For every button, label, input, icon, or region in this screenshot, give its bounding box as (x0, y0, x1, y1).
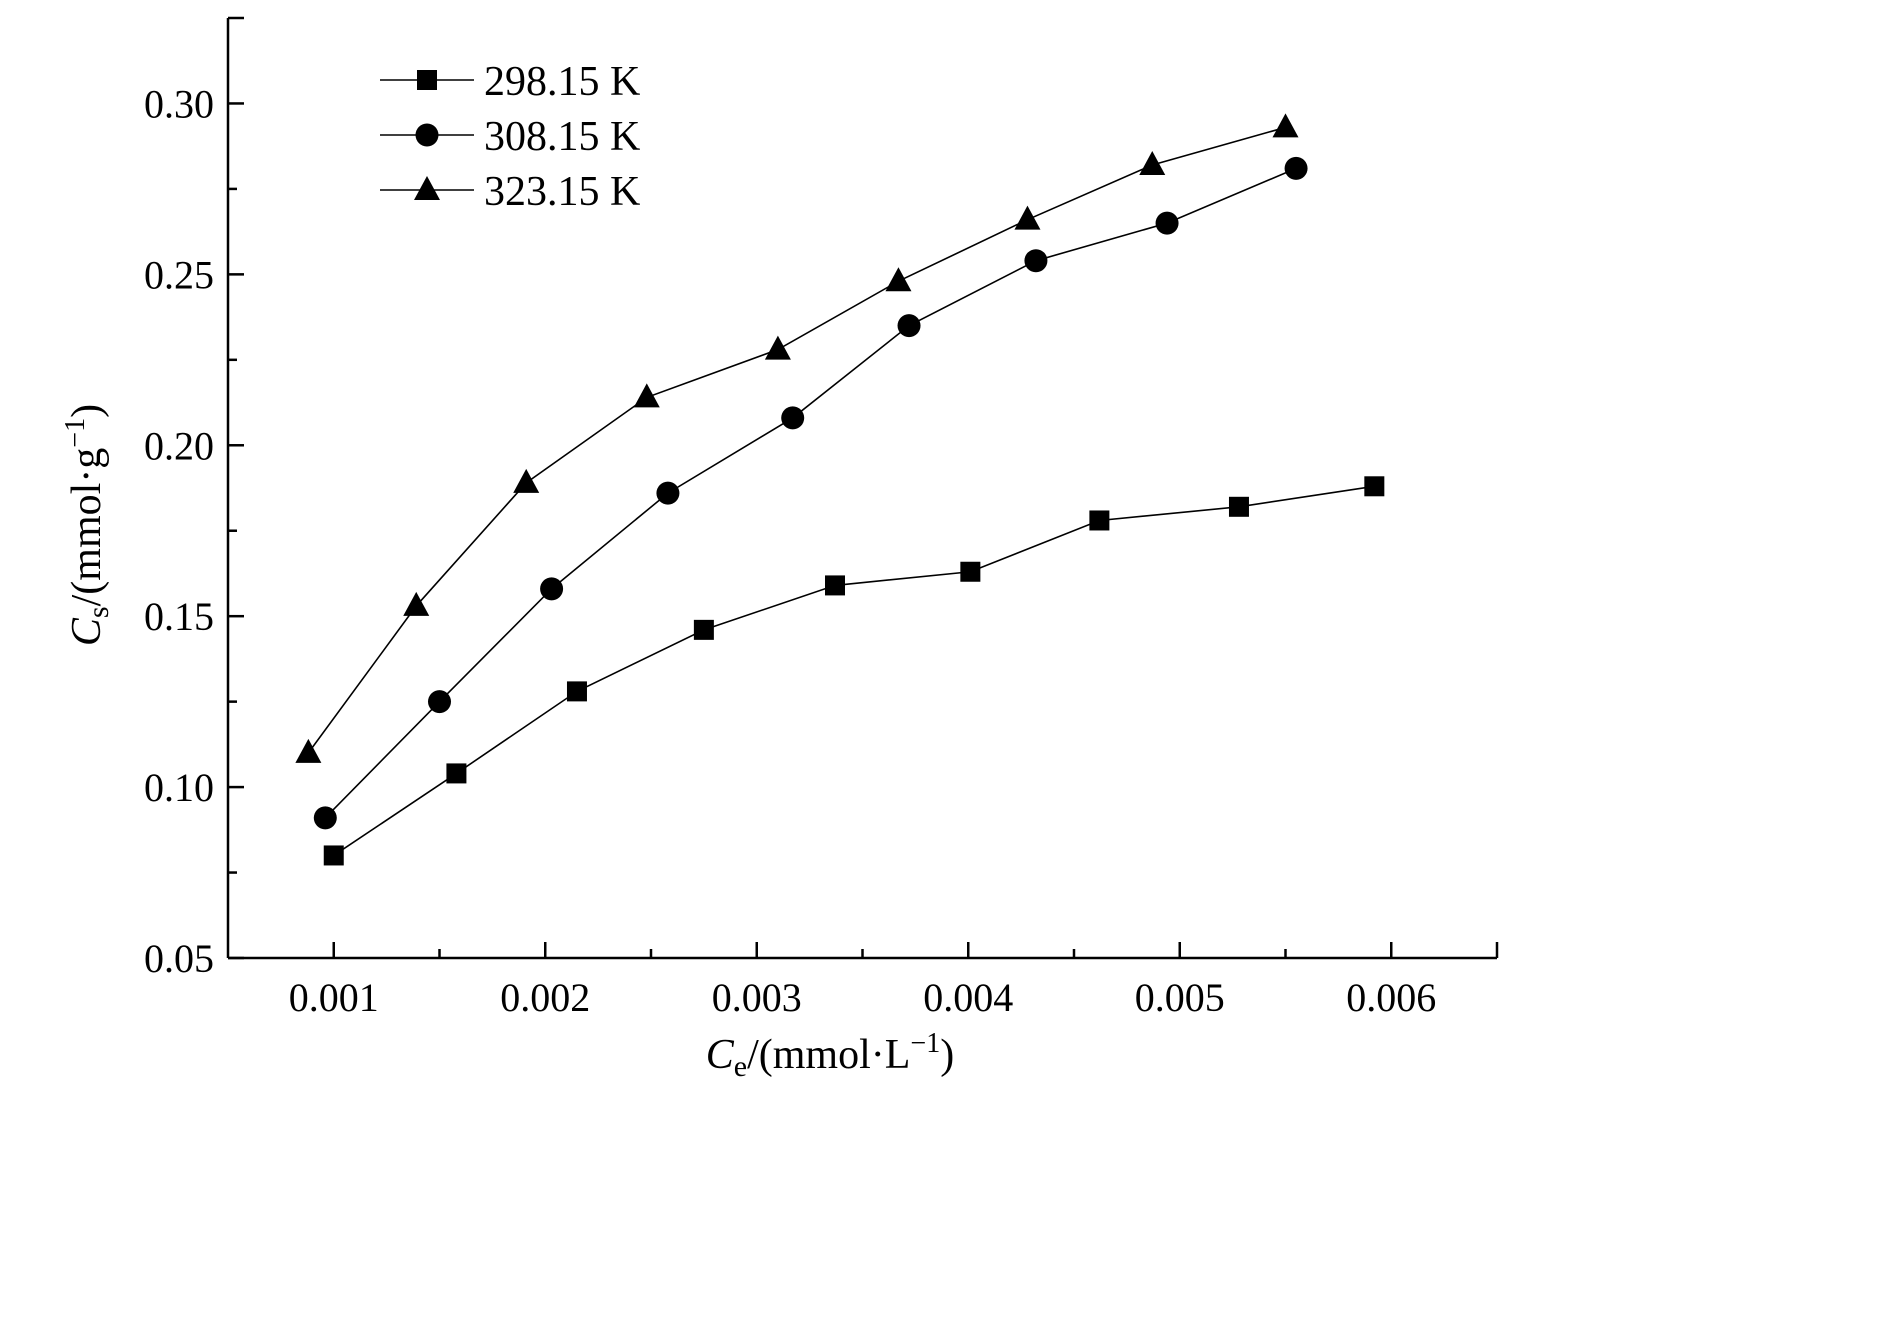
data-point-square (1364, 476, 1385, 497)
x-axis-title-main: C (706, 1032, 735, 1078)
data-point-triangle (403, 591, 430, 616)
legend-label: 298.15 K (484, 59, 640, 105)
data-point-square (1089, 510, 1110, 531)
y-axis-title: Cs/(mmol·g−1) (60, 404, 115, 646)
x-tick-label: 0.003 (712, 975, 802, 1020)
x-axis-title-unit: /(mmol·L (747, 1032, 910, 1078)
series-square (323, 476, 1385, 866)
axes (226, 18, 1497, 960)
series-line (333, 485, 1375, 857)
x-tick-label: 0.004 (923, 975, 1013, 1020)
x-tick-label: 0.002 (500, 975, 590, 1020)
data-point-square (960, 561, 981, 582)
data-point-triangle (513, 468, 540, 493)
data-point-circle (897, 314, 921, 338)
y-axis-title-main: C (64, 617, 110, 646)
y-axis-title-unit: /(mmol·g (64, 448, 110, 607)
series-triangle (295, 113, 1299, 763)
tick-labels: 0.001 0.002 0.003 0.004 0.005 0.006 0.05 0.10 0.… (144, 81, 1436, 1020)
legend-marker-triangle (414, 176, 440, 200)
x-axis-title-sup: −1 (910, 1028, 940, 1059)
x-axis-title-close: ) (940, 1032, 954, 1078)
series-line (324, 167, 1297, 819)
series-circle (313, 156, 1308, 830)
legend-item: 308.15 K (380, 114, 640, 160)
legend-marker-circle (415, 123, 439, 147)
data-point-circle (428, 690, 451, 714)
ticks (228, 16, 1499, 960)
legend-item: 323.15 K (380, 169, 640, 215)
chart: 0.001 0.002 0.003 0.004 0.005 0.006 0.05 0.10 0.… (60, 16, 1499, 1083)
y-tick-label: 0.25 (144, 252, 214, 297)
data-point-square (1228, 496, 1249, 517)
data-point-square (693, 619, 714, 640)
data-point-circle (656, 481, 680, 505)
y-axis-title-sup: −1 (60, 418, 91, 448)
series-line (307, 126, 1286, 754)
data-point-triangle (885, 267, 912, 292)
y-tick-label: 0.15 (144, 594, 214, 639)
y-tick-label: 0.20 (144, 423, 214, 468)
y-axis-title-close: ) (64, 404, 110, 418)
legend-item: 298.15 K (380, 59, 640, 105)
data-point-triangle (1272, 113, 1299, 138)
data-point-square (566, 681, 587, 702)
legend-label: 323.15 K (484, 169, 640, 215)
data-point-triangle (1139, 150, 1166, 175)
y-tick-label: 0.30 (144, 81, 214, 126)
data-point-triangle (633, 383, 660, 408)
data-point-square (323, 845, 344, 866)
data-point-circle (781, 406, 805, 430)
data-point-circle (1284, 156, 1308, 180)
legend-label: 308.15 K (484, 114, 640, 160)
data-point-triangle (764, 335, 791, 360)
data-point-circle (1024, 249, 1048, 273)
x-axis-title: Ce/(mmol·L−1) (706, 1028, 954, 1083)
series-layer (295, 113, 1385, 866)
y-axis-title-sub: s (82, 606, 115, 618)
x-tick-label: 0.001 (289, 975, 379, 1020)
x-tick-label: 0.005 (1135, 975, 1225, 1020)
data-point-square (825, 575, 846, 596)
legend-marker-square (417, 70, 437, 90)
x-tick-label: 0.006 (1346, 975, 1436, 1020)
data-point-circle (313, 806, 337, 830)
legend: 298.15 K 308.15 K 323.15 K (380, 59, 640, 215)
data-point-triangle (1014, 205, 1041, 230)
data-point-triangle (295, 738, 322, 763)
data-point-circle (540, 577, 564, 601)
y-tick-label: 0.10 (144, 765, 214, 810)
y-tick-label: 0.05 (144, 936, 214, 981)
data-point-square (446, 763, 467, 784)
x-axis-title-sub: e (734, 1050, 747, 1083)
data-point-circle (1155, 211, 1179, 235)
